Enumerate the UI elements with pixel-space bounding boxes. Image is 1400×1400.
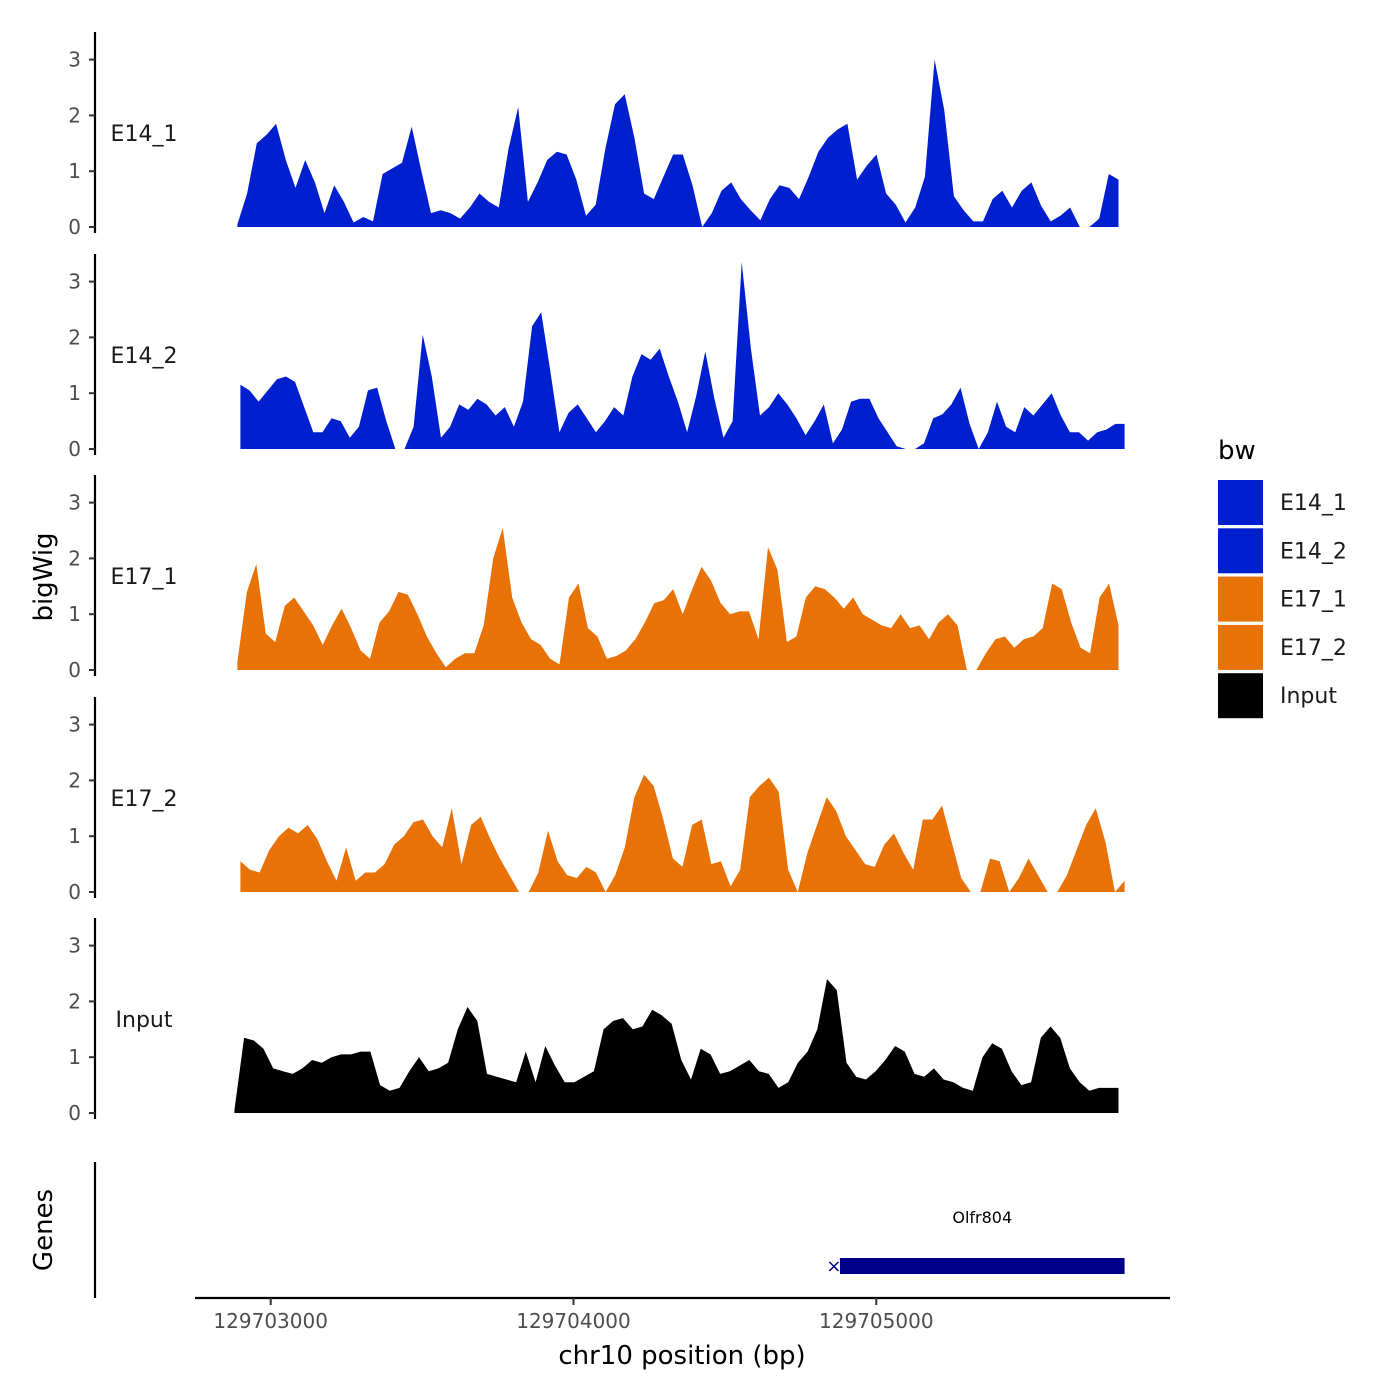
coverage-area-Input [234,979,1119,1113]
legend-swatch-Input [1218,673,1263,719]
track-E14_1: 0 1 2 3 E14_1 [68,32,1119,239]
x-axis: chr10 position (bp) 129703000 129704000 12… [195,1296,1170,1371]
legend-title: bw [1218,436,1256,466]
y-tick-label: 2 [68,989,81,1013]
x-tick-label: 129703000 [213,1309,328,1333]
y-tick-label: 3 [68,270,81,294]
x-tick-label: 129704000 [516,1309,631,1333]
legend-label: E14_1 [1280,491,1347,516]
track-label: E14_2 [111,344,178,369]
y-tick-label: 0 [68,880,81,904]
legend-swatch-E14_1 [1218,480,1263,525]
y-tick-label: 0 [68,658,81,682]
coverage-area-E17_2 [240,774,1125,892]
y-tick-label: 3 [68,491,81,515]
gene-body [839,1258,1125,1274]
y-tick-label: 1 [68,159,81,183]
bigwig-tracks: 0 1 2 3 E14_1 0 1 2 3 E14_2 0 1 2 3 E17_1 0 1 2 3 E17_2 0 1 2 3… [68,32,1125,1125]
track-E14_2: 0 1 2 3 E14_2 [68,254,1125,461]
legend-label: Input [1280,684,1337,709]
y-tick-label: 2 [68,325,81,349]
coverage-area-E14_1 [237,59,1119,227]
legend-swatch-E14_2 [1218,528,1263,574]
legend: bw E14_1 E14_2 E17_1 E17_2 Input [1218,436,1347,719]
track-E17_2: 0 1 2 3 E17_2 [68,697,1125,904]
legend-label: E17_1 [1280,588,1347,613]
track-label: E17_1 [111,565,178,590]
y-tick-label: 0 [68,215,81,239]
y-tick-label: 3 [68,713,81,737]
legend-label: E14_2 [1280,539,1347,564]
y-tick-label: 0 [68,437,81,461]
track-Input: 0 1 2 3 Input [68,918,1119,1125]
genes-panel: Genes × Olfr804 [29,1162,1125,1298]
track-E17_1: 0 1 2 3 E17_1 [68,475,1119,682]
y-tick-label: 2 [68,103,81,127]
y-axis-title: bigWig [29,532,59,621]
x-axis-title: chr10 position (bp) [558,1341,805,1371]
gene-label: Olfr804 [952,1208,1012,1227]
y-tick-label: 1 [68,1045,81,1069]
coverage-area-E17_1 [237,527,1119,670]
y-tick-label: 1 [68,381,81,405]
legend-swatch-E17_2 [1218,624,1263,670]
y-tick-label: 3 [68,48,81,72]
x-tick-label: 129705000 [819,1309,934,1333]
y-tick-label: 3 [68,934,81,958]
track-label: E17_2 [111,787,178,812]
gene-Olfr804: × Olfr804 [826,1208,1125,1277]
y-tick-label: 0 [68,1101,81,1125]
y-tick-label: 2 [68,768,81,792]
y-tick-label: 1 [68,602,81,626]
legend-swatch-E17_1 [1218,576,1263,622]
coverage-area-E14_2 [240,262,1125,449]
genes-panel-title: Genes [29,1189,59,1271]
legend-label: E17_2 [1280,636,1347,661]
track-label: E14_1 [111,122,178,147]
gene-strand-marker: × [826,1256,841,1277]
track-label: Input [116,1008,173,1033]
y-tick-label: 2 [68,546,81,570]
y-tick-label: 1 [68,824,81,848]
